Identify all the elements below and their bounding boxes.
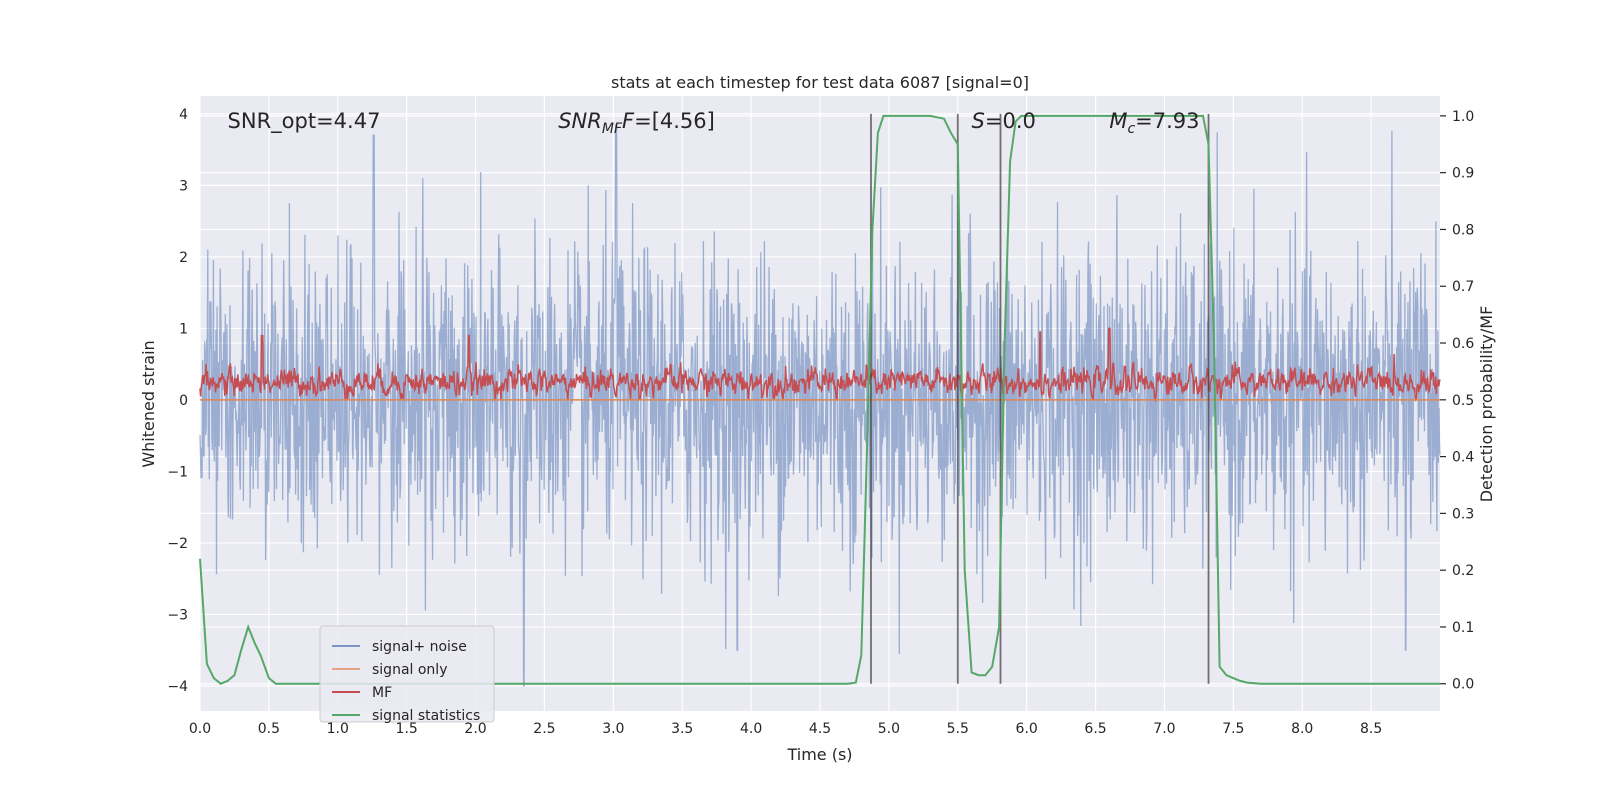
annotation-0: SNR_opt=4.47 xyxy=(228,109,381,134)
vertical-lines xyxy=(870,113,1210,684)
annotations: SNR_opt=4.47 SNRMFF=[4.56] S=0.0 Mc=7.93 xyxy=(228,109,1200,137)
annotation-3: Mc=7.93 xyxy=(1109,109,1199,137)
signal-statistics-series xyxy=(199,114,1440,685)
x-tick-label-11: 5.5 xyxy=(947,721,969,737)
mf-line xyxy=(199,327,1441,403)
annotation-2: S=0.0 xyxy=(972,109,1036,133)
y-tick-label-6: 2 xyxy=(179,250,188,266)
signal-statistics-line xyxy=(199,114,1440,685)
y2-tick-label-7: 0.7 xyxy=(1452,279,1474,295)
y-tick-label-1: −3 xyxy=(167,607,188,623)
x-tick-label-12: 6.0 xyxy=(1016,721,1038,737)
annotation-1: SNRMFF=[4.56] xyxy=(558,109,715,137)
x-tick-label-4: 2.0 xyxy=(464,721,486,737)
y2-tick-label-10: 1.0 xyxy=(1452,109,1474,125)
x-tick-label-17: 8.5 xyxy=(1360,721,1382,737)
y-tick-label-4: 0 xyxy=(179,393,188,409)
y2-tick-label-0: 0.0 xyxy=(1452,677,1474,693)
legend: signal+ noise signal only MF signal statist… xyxy=(319,625,495,724)
legend-label-2: MF xyxy=(372,685,392,701)
x-tick-label-2: 1.0 xyxy=(327,721,349,737)
x-tick-label-5: 2.5 xyxy=(533,721,555,737)
y-tick-label-5: 1 xyxy=(179,321,188,337)
x-tick-label-10: 5.0 xyxy=(878,721,900,737)
y2-tick-label-1: 0.1 xyxy=(1452,620,1474,636)
legend-label-0: signal+ noise xyxy=(372,639,467,655)
y-tick-label-2: −2 xyxy=(167,536,188,552)
x-tick-label-8: 4.0 xyxy=(740,721,762,737)
legend-label-1: signal only xyxy=(372,662,447,678)
y2-tick-label-6: 0.6 xyxy=(1452,336,1474,352)
y2-tick-label-3: 0.3 xyxy=(1452,506,1474,522)
y2-ticks: 0.0 0.1 0.2 0.3 0.4 0.5 0.6 0.7 0.8 0.9 1.0 xyxy=(1440,109,1474,693)
y-axis-label: Whitened strain xyxy=(139,340,158,467)
chart-title: stats at each timestep for test data 608… xyxy=(611,73,1029,92)
y2-tick-label-5: 0.5 xyxy=(1452,393,1474,409)
y2-tick-label-9: 0.9 xyxy=(1452,166,1474,182)
mf-series xyxy=(199,327,1441,403)
signal-noise-line xyxy=(199,123,1441,687)
y-tick-label-3: −1 xyxy=(167,464,188,480)
x-tick-label-1: 0.5 xyxy=(258,721,280,737)
signal-noise-series xyxy=(199,123,1441,687)
x-tick-label-3: 1.5 xyxy=(396,721,418,737)
x-tick-label-7: 3.5 xyxy=(671,721,693,737)
x-tick-label-0: 0.0 xyxy=(189,721,211,737)
x-tick-label-9: 4.5 xyxy=(809,721,831,737)
legend-label-3: signal statistics xyxy=(372,708,480,724)
y-ticks: −4 −3 −2 −1 0 1 2 3 4 xyxy=(167,107,188,695)
legend-box xyxy=(319,625,495,723)
x-tick-label-16: 8.0 xyxy=(1291,721,1313,737)
y-tick-label-0: −4 xyxy=(167,679,188,695)
y2-tick-label-4: 0.4 xyxy=(1452,450,1474,466)
y-tick-label-8: 4 xyxy=(179,107,188,123)
x-tick-label-13: 6.5 xyxy=(1084,721,1106,737)
x-tick-label-14: 7.0 xyxy=(1153,721,1175,737)
y2-tick-label-2: 0.2 xyxy=(1452,563,1474,579)
x-tick-label-6: 3.0 xyxy=(602,721,624,737)
x-ticks: 0.0 0.5 1.0 1.5 2.0 2.5 3.0 3.5 4.0 4.5 5.0 5.5 6.0 6… xyxy=(189,721,1382,737)
y2-axis-label: Detection probability/MF xyxy=(1477,306,1496,503)
x-tick-label-15: 7.5 xyxy=(1222,721,1244,737)
y-tick-label-7: 3 xyxy=(179,178,188,194)
x-axis-label: Time (s) xyxy=(786,745,852,764)
y2-tick-label-8: 0.8 xyxy=(1452,222,1474,238)
